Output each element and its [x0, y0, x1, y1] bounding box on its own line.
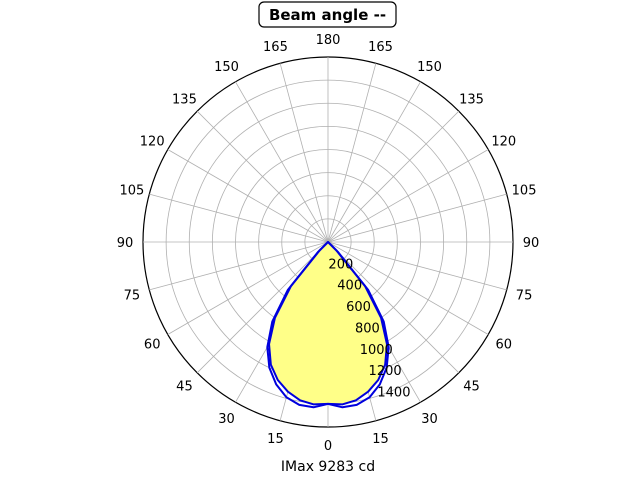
angle-tick-label: 120: [140, 135, 165, 150]
grid-spoke: [327, 81, 421, 243]
angle-tick-label: 180: [316, 33, 341, 48]
beam-lines: [266, 241, 390, 409]
angle-tick-label: 135: [172, 92, 197, 107]
angle-tick-label: 75: [516, 289, 533, 304]
grid-spoke: [235, 81, 329, 243]
angle-tick-label: 90: [117, 236, 134, 251]
angle-tick-label: 30: [218, 412, 235, 427]
chart-title-box: Beam angle --: [258, 1, 397, 28]
angle-tick-labels: 0 15 30 45 60 75 90 105 120 135 150 165 180 165 150 135…: [117, 33, 540, 454]
radial-tick-label: 800: [355, 321, 380, 336]
angle-tick-label: 60: [496, 338, 513, 353]
grid-spoke: [327, 241, 489, 335]
angle-tick-label: 150: [417, 60, 442, 75]
grid-spoke: [327, 63, 377, 243]
angle-tick-label: 165: [263, 40, 288, 55]
grid-spoke: [196, 241, 329, 374]
grid-spoke: [327, 149, 489, 243]
radial-tick-label: 600: [346, 300, 371, 315]
angle-tick-label: 105: [512, 183, 537, 198]
angle-tick-label: 60: [144, 338, 161, 353]
beam-fill: [269, 242, 387, 405]
angle-tick-label: 75: [124, 289, 141, 304]
angle-tick-label: 165: [368, 40, 393, 55]
grid-spoke: [149, 241, 329, 291]
radial-tick-label: 400: [337, 279, 362, 294]
beam-area: [269, 242, 387, 405]
angle-tick-label: 90: [523, 236, 540, 251]
grid-spoke: [149, 193, 329, 243]
angle-tick-label: 135: [459, 92, 484, 107]
beam-curve-2: [266, 241, 390, 409]
angle-tick-label: 120: [491, 135, 516, 150]
radial-tick-label: 200: [328, 257, 353, 272]
angle-tick-label: 150: [214, 60, 239, 75]
grid-spoke: [167, 149, 329, 243]
angle-tick-label: 0: [324, 439, 332, 454]
radial-tick-label: 1400: [377, 386, 410, 401]
angle-tick-label: 105: [120, 183, 145, 198]
grid-spoke: [327, 241, 460, 374]
radial-tick-label: 1000: [360, 343, 393, 358]
x-axis-label: IMax 9283 cd: [281, 459, 375, 475]
angle-tick-label: 45: [463, 380, 480, 395]
angle-tick-label: 15: [372, 432, 389, 447]
chart-title: Beam angle --: [269, 6, 386, 24]
grid-spoke: [327, 241, 507, 291]
grid-spoke: [327, 110, 460, 243]
radial-tick-labels: 200 400 600 800 1000 1200 1400: [328, 257, 410, 400]
grid-spoke: [196, 110, 329, 243]
grid-spoke: [167, 241, 329, 335]
chart-title-frame: [258, 1, 397, 28]
angle-tick-label: 15: [267, 432, 284, 447]
grid-spoke: [327, 193, 507, 243]
grid-spoke: [279, 63, 329, 243]
angle-tick-label: 45: [176, 380, 193, 395]
radial-tick-label: 1200: [369, 364, 402, 379]
angle-tick-label: 30: [421, 412, 438, 427]
